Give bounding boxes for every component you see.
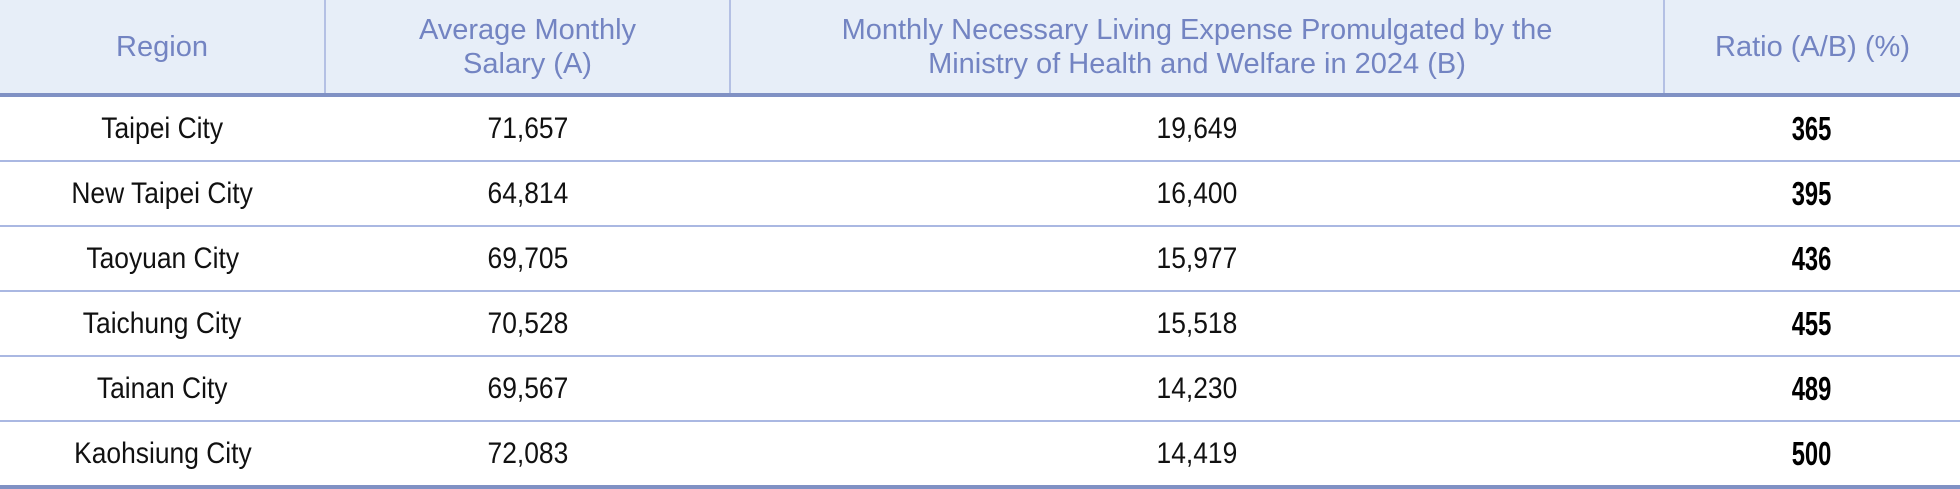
ratio-cell: 500 [1664, 421, 1960, 489]
salary-cell: 64,814 [325, 161, 730, 227]
header-region: Region [0, 0, 325, 97]
header-row: Region Average Monthly Salary (A) Monthl… [0, 0, 1960, 97]
expense-cell: 15,518 [730, 291, 1664, 357]
header-expense: Monthly Necessary Living Expense Promulg… [729, 0, 1664, 97]
expense-cell: 15,977 [730, 226, 1664, 292]
salary-cell: 72,083 [325, 421, 730, 489]
table-row: Taoyuan City 69,705 15,977 436 [0, 226, 1960, 292]
region-cell: Taipei City [0, 95, 325, 162]
table-row: Taichung City 70,528 15,518 455 [0, 291, 1960, 357]
header-ratio: Ratio (A/B) (%) [1663, 0, 1960, 97]
ratio-cell: 395 [1664, 161, 1960, 227]
region-cell: New Taipei City [0, 161, 325, 227]
expense-cell: 16,400 [730, 161, 1664, 227]
salary-cell: 70,528 [325, 291, 730, 357]
ratio-cell: 489 [1664, 356, 1960, 422]
ratio-cell: 436 [1664, 226, 1960, 292]
ratio-cell: 365 [1664, 95, 1960, 162]
expense-cell: 19,649 [730, 95, 1664, 162]
table-row: Kaohsiung City 72,083 14,419 500 [0, 421, 1960, 489]
salary-cell: 69,705 [325, 226, 730, 292]
table-row: Tainan City 69,567 14,230 489 [0, 356, 1960, 422]
ratio-cell: 455 [1664, 291, 1960, 357]
salary-cell: 69,567 [325, 356, 730, 422]
table-row: New Taipei City 64,814 16,400 395 [0, 161, 1960, 227]
region-cell: Tainan City [0, 356, 325, 422]
expense-cell: 14,230 [730, 356, 1664, 422]
region-cell: Taichung City [0, 291, 325, 357]
region-cell: Kaohsiung City [0, 421, 325, 489]
header-salary: Average Monthly Salary (A) [324, 0, 730, 97]
region-cell: Taoyuan City [0, 226, 325, 292]
salary-cell: 71,657 [325, 95, 730, 162]
table-row: Taipei City 71,657 19,649 365 [0, 95, 1960, 162]
expense-cell: 14,419 [730, 421, 1664, 489]
